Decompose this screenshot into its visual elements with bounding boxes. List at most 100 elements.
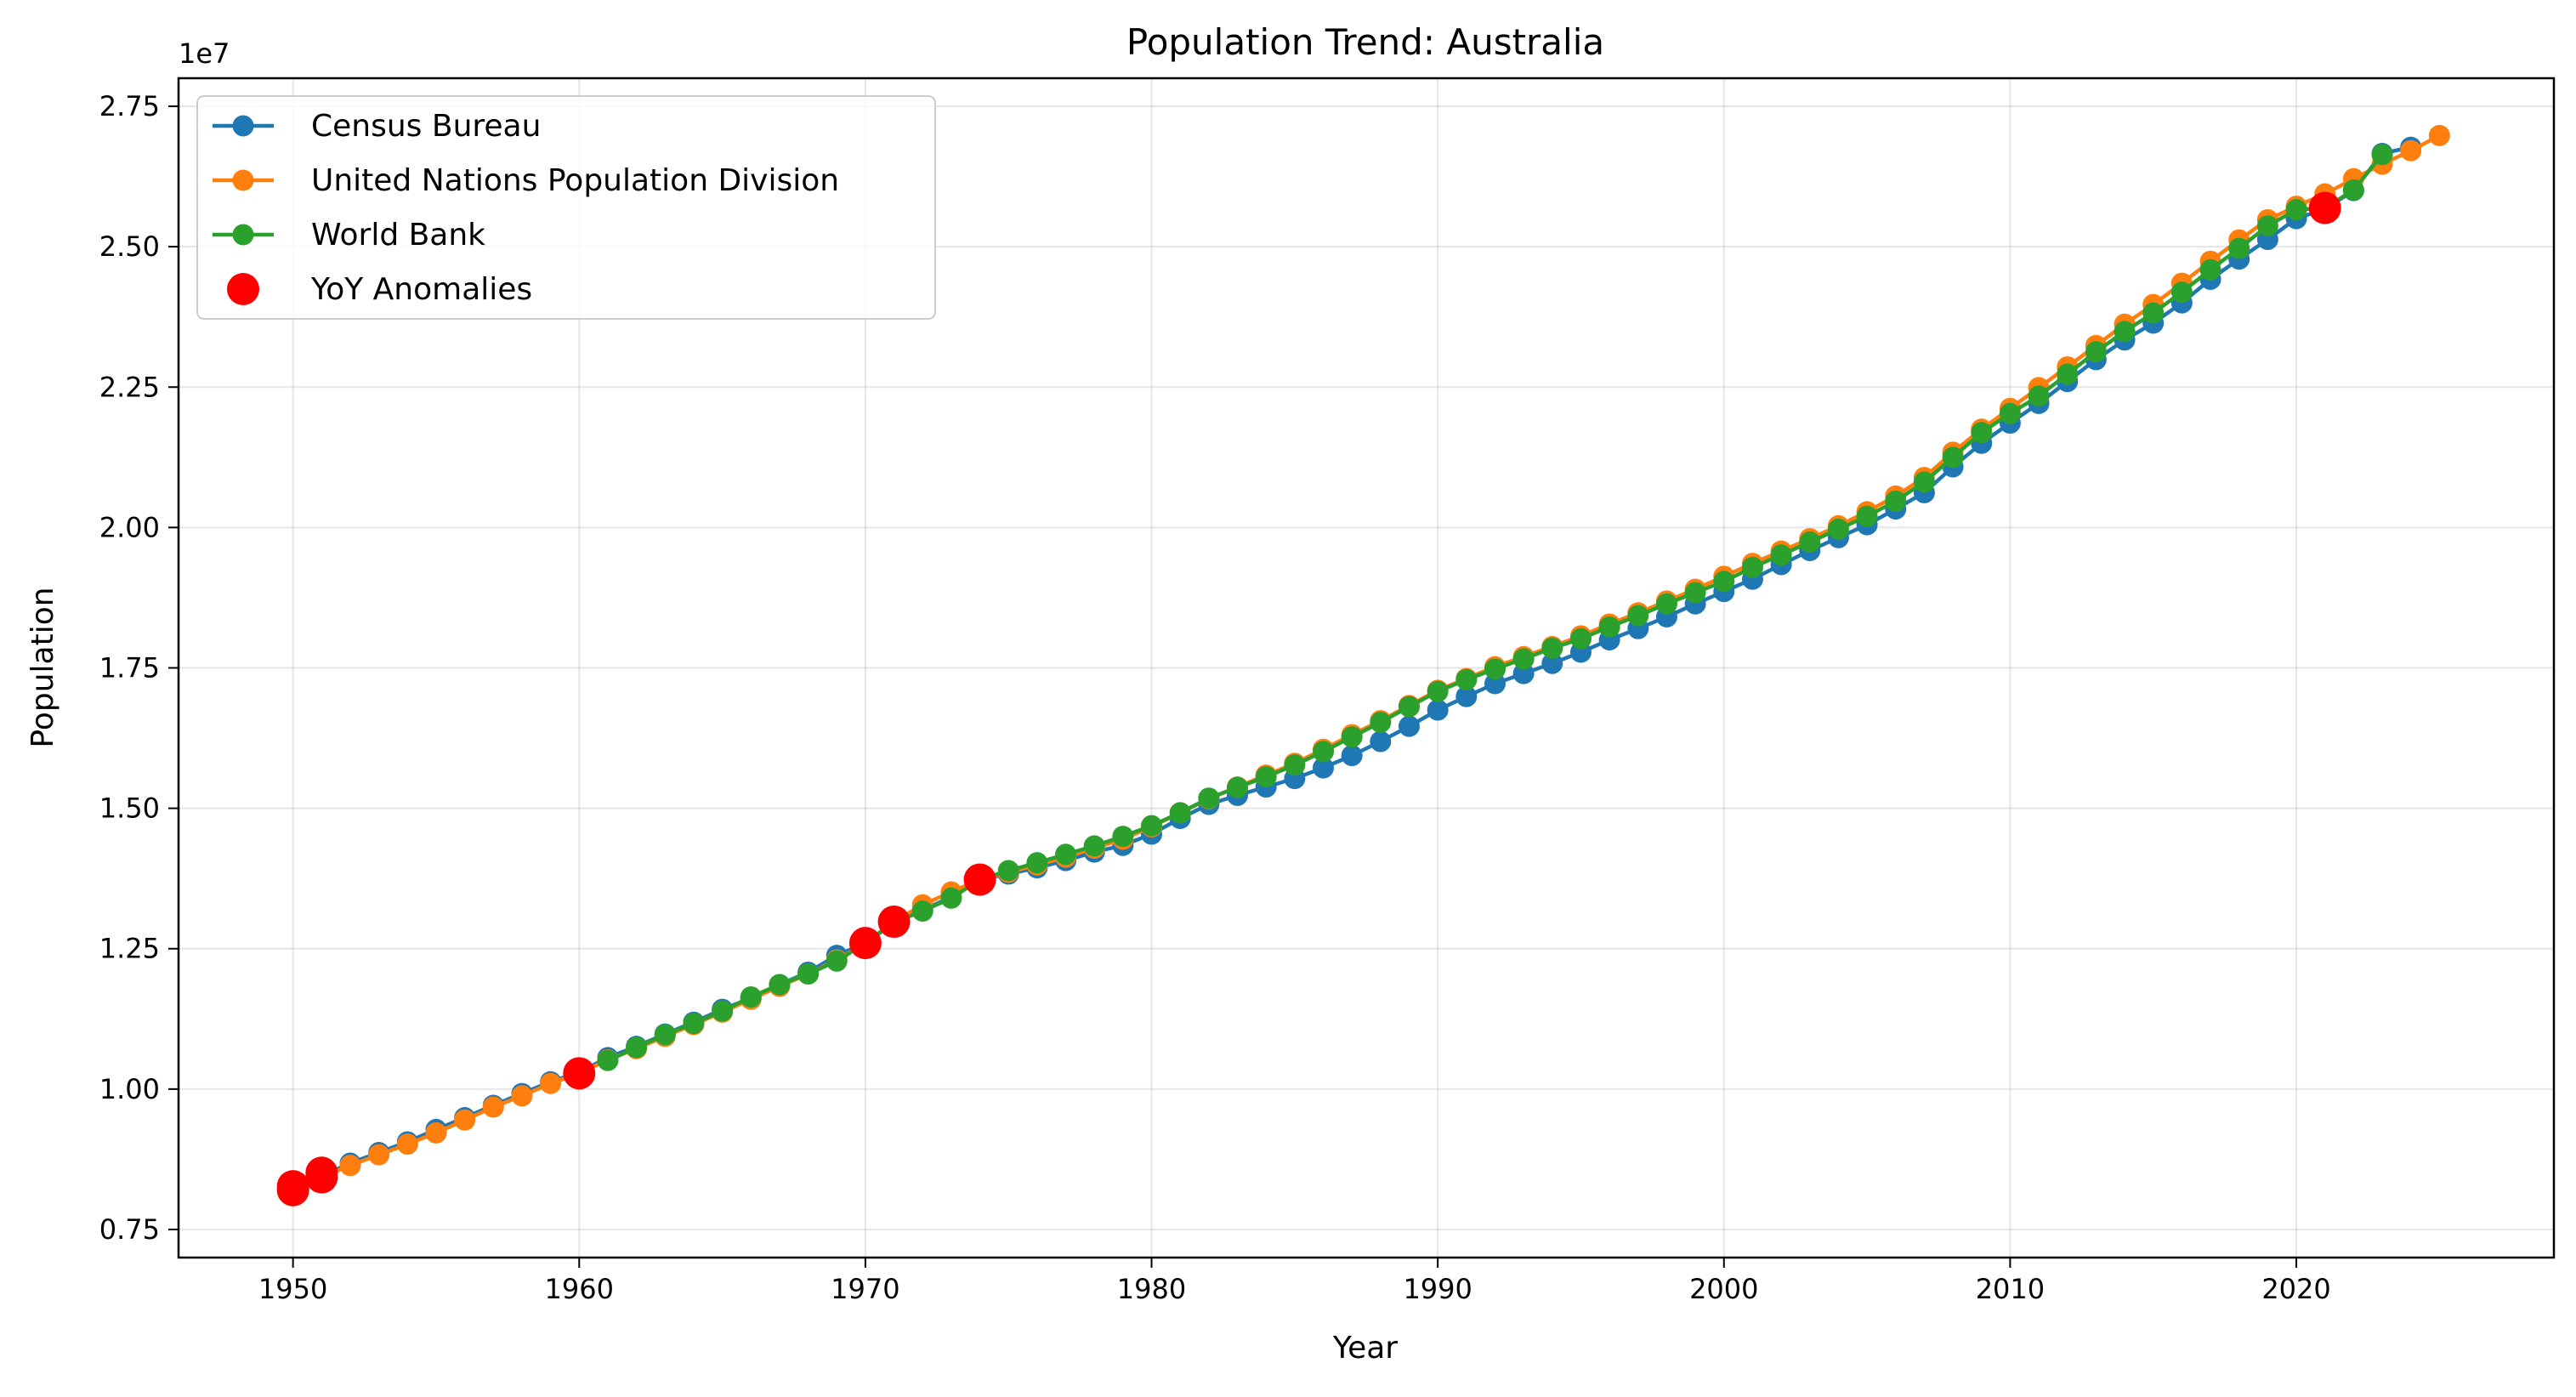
data-point [1313,757,1335,779]
data-point [1313,741,1335,763]
y-tick-label: 1.75 [99,652,160,684]
data-point [368,1144,390,1166]
data-point [2142,302,2165,324]
data-point [1026,852,1048,874]
data-point [712,1000,734,1022]
data-point [1885,490,1907,512]
data-point [1655,593,1677,615]
y-tick-label: 1.00 [99,1073,160,1105]
anomaly-point [276,1170,309,1203]
legend-label-world-bank: World Bank [311,218,485,253]
data-point [1569,628,1592,650]
data-point [1169,802,1191,824]
data-point [654,1024,676,1046]
data-point [482,1096,504,1118]
chart-title: Population Trend: Australia [1126,21,1604,63]
y-axis-label: Population [26,587,60,747]
data-point [1255,766,1277,788]
data-point [2400,139,2422,162]
legend-marker-united-nations-population-division [232,169,254,191]
data-point [511,1085,533,1107]
data-point [2170,281,2193,304]
data-point [1112,826,1134,848]
data-point [683,1013,705,1035]
data-point [1770,544,1792,566]
data-point [339,1155,361,1177]
data-point [1427,699,1449,721]
y-tick-label: 1.50 [99,792,160,825]
data-point [1598,616,1620,638]
y-tick-label: 2.75 [99,90,160,122]
x-axis-label: Year [1332,1331,1398,1366]
x-tick-label: 2010 [1976,1273,2045,1305]
data-point [2085,341,2107,363]
data-point [1141,815,1163,837]
data-point [2428,124,2450,146]
data-point [2285,199,2307,221]
data-point [1227,776,1249,798]
y-tick-label: 1.25 [99,933,160,965]
series-yoy-anomalies [276,191,2341,1207]
x-tick-label: 1970 [831,1273,899,1305]
data-point [425,1122,447,1144]
data-point [1999,402,2021,424]
series-world-bank [597,144,2393,1071]
data-point [626,1036,648,1059]
data-point [1484,673,1506,695]
data-point [1627,605,1649,627]
data-point [1541,637,1563,659]
data-point [1512,648,1535,670]
data-point [454,1109,476,1131]
anomaly-point [963,863,996,896]
data-point [1341,726,1363,748]
data-point [1284,754,1306,776]
data-point [2114,321,2136,343]
plot-series [276,124,2450,1207]
data-point [940,887,962,909]
anomaly-point [305,1156,338,1190]
data-point [826,950,848,972]
data-point [1913,471,1935,493]
data-point [2199,258,2221,281]
legend-label-census-bureau: Census Bureau [311,109,541,144]
data-point [1541,652,1563,674]
data-point [1055,843,1077,866]
data-point [2256,215,2278,237]
y-tick-label: 2.00 [99,511,160,543]
data-point [1398,696,1420,718]
y-tick-label: 2.25 [99,371,160,403]
x-tick-label: 1960 [545,1273,614,1305]
data-point [1942,446,1964,469]
x-tick-label: 1990 [1403,1273,1472,1305]
data-point [1799,531,1821,554]
x-tick-label: 2020 [2261,1273,2330,1305]
data-point [597,1049,619,1071]
legend-box [196,95,936,320]
data-point [2371,144,2393,166]
legend-label-united-nations-population-division: United Nations Population Division [311,163,839,198]
data-point [797,963,820,985]
x-tick-label: 2000 [1689,1273,1758,1305]
anomaly-point [2308,191,2341,224]
data-point [2028,385,2050,407]
data-point [1198,787,1220,809]
data-point [997,860,1019,882]
data-point [1484,658,1506,680]
data-point [1741,556,1763,578]
legend-label-yoy-anomalies: YoY Anomalies [310,272,532,307]
data-point [911,900,933,922]
data-point [1971,422,1993,444]
data-point [1455,668,1478,690]
anomaly-point [877,906,911,939]
data-point [1370,730,1392,752]
data-point [1427,680,1449,702]
data-point [2342,179,2364,201]
data-point [1398,715,1420,737]
data-point [2057,363,2079,385]
legend-marker-census-bureau [232,115,254,137]
data-point [2228,237,2250,259]
data-point [396,1133,418,1156]
data-point [1684,582,1706,604]
data-point [1455,685,1478,707]
